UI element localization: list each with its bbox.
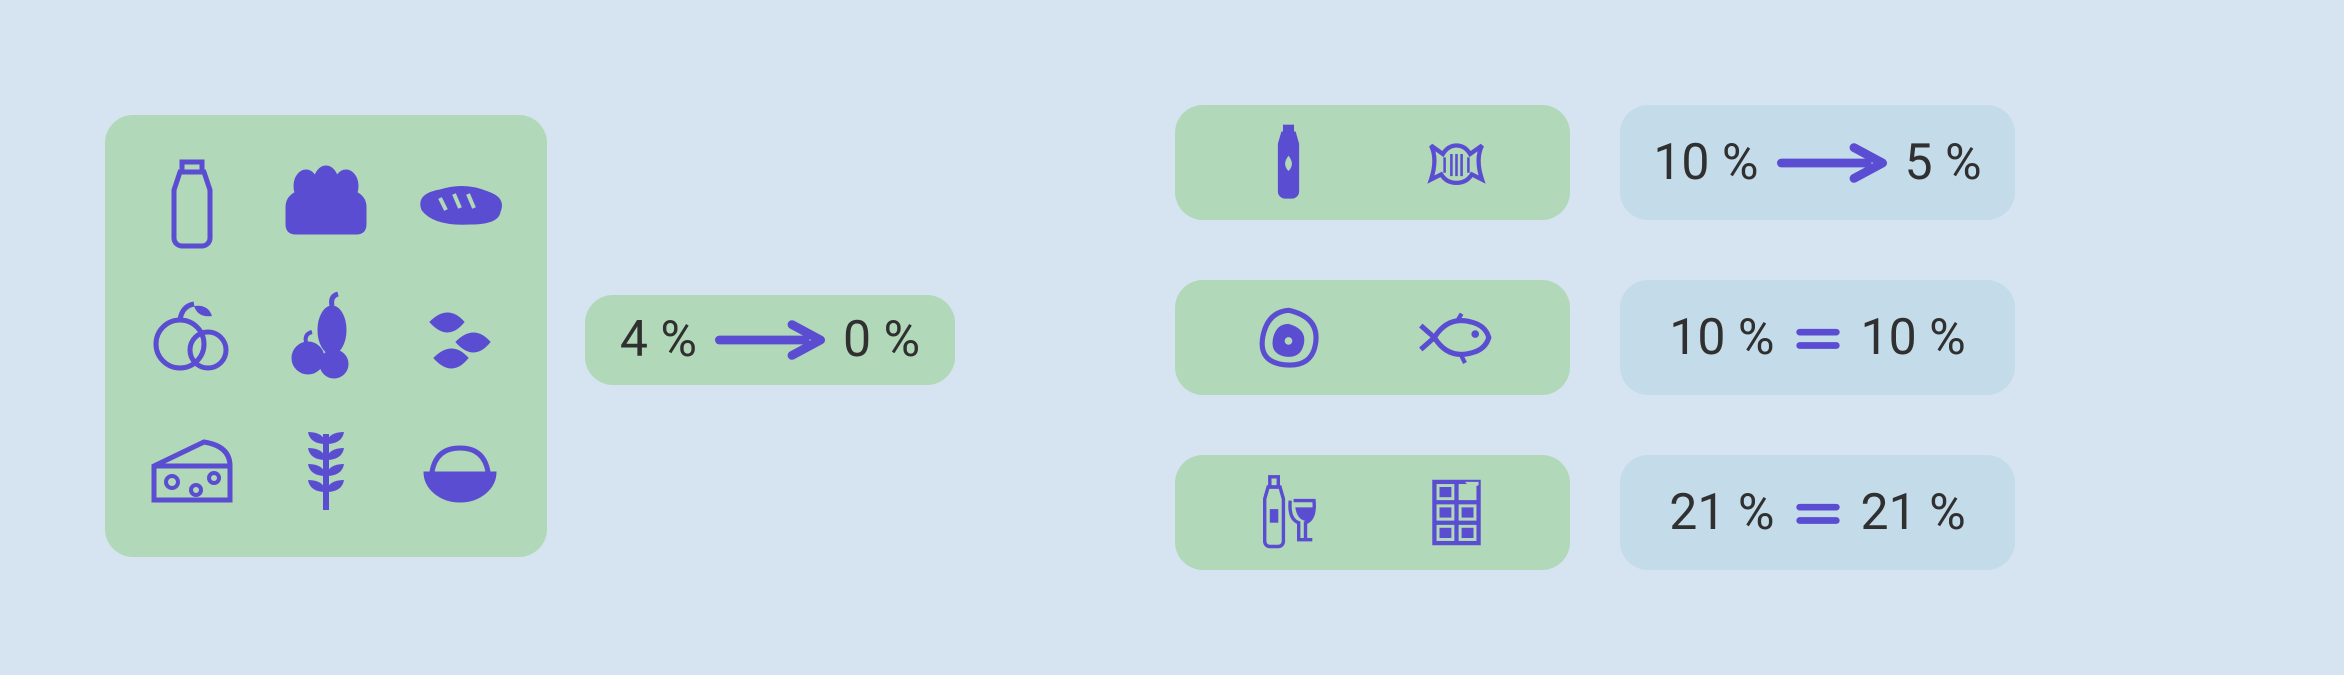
row2-rate-panel: 21 % 21 % bbox=[1620, 455, 2015, 570]
wine-icon bbox=[1246, 470, 1331, 555]
bread-icon bbox=[410, 152, 510, 252]
oil-bottle-icon bbox=[1246, 120, 1331, 205]
row0-icons-panel bbox=[1175, 105, 1570, 220]
row1-icons-panel bbox=[1175, 280, 1570, 395]
eggs-icon bbox=[276, 152, 376, 252]
beans-icon bbox=[410, 286, 510, 386]
row2-icons-panel bbox=[1175, 455, 1570, 570]
fish-icon bbox=[1414, 295, 1499, 380]
row0-rate-panel: 10 % 5 % bbox=[1620, 105, 2015, 220]
rate-from: 21 % bbox=[1669, 484, 1774, 542]
wheat-icon bbox=[276, 420, 376, 520]
milk-bottle-icon bbox=[142, 152, 242, 252]
vegetables-icon bbox=[276, 286, 376, 386]
chocolate-icon bbox=[1414, 470, 1499, 555]
fruit-icon bbox=[142, 286, 242, 386]
rate-to: 10 % bbox=[1861, 309, 1966, 367]
cheese-icon bbox=[142, 420, 242, 520]
rate-to: 0 % bbox=[843, 311, 920, 369]
arrow-icon bbox=[715, 318, 825, 362]
arrow-icon bbox=[1777, 141, 1887, 185]
rate-to: 21 % bbox=[1861, 484, 1966, 542]
rate-from: 10 % bbox=[1669, 309, 1774, 367]
pasta-icon bbox=[1414, 120, 1499, 205]
equals-icon bbox=[1793, 491, 1843, 535]
rate-from: 4 % bbox=[620, 311, 697, 369]
essentials-food-panel bbox=[105, 115, 547, 557]
row1-rate-panel: 10 % 10 % bbox=[1620, 280, 2015, 395]
equals-icon bbox=[1793, 316, 1843, 360]
essentials-rate-panel: 4 % 0 % bbox=[585, 295, 955, 385]
rice-bowl-icon bbox=[410, 420, 510, 520]
meat-icon bbox=[1246, 295, 1331, 380]
rate-from: 10 % bbox=[1653, 134, 1758, 192]
rate-to: 5 % bbox=[1905, 134, 1982, 192]
